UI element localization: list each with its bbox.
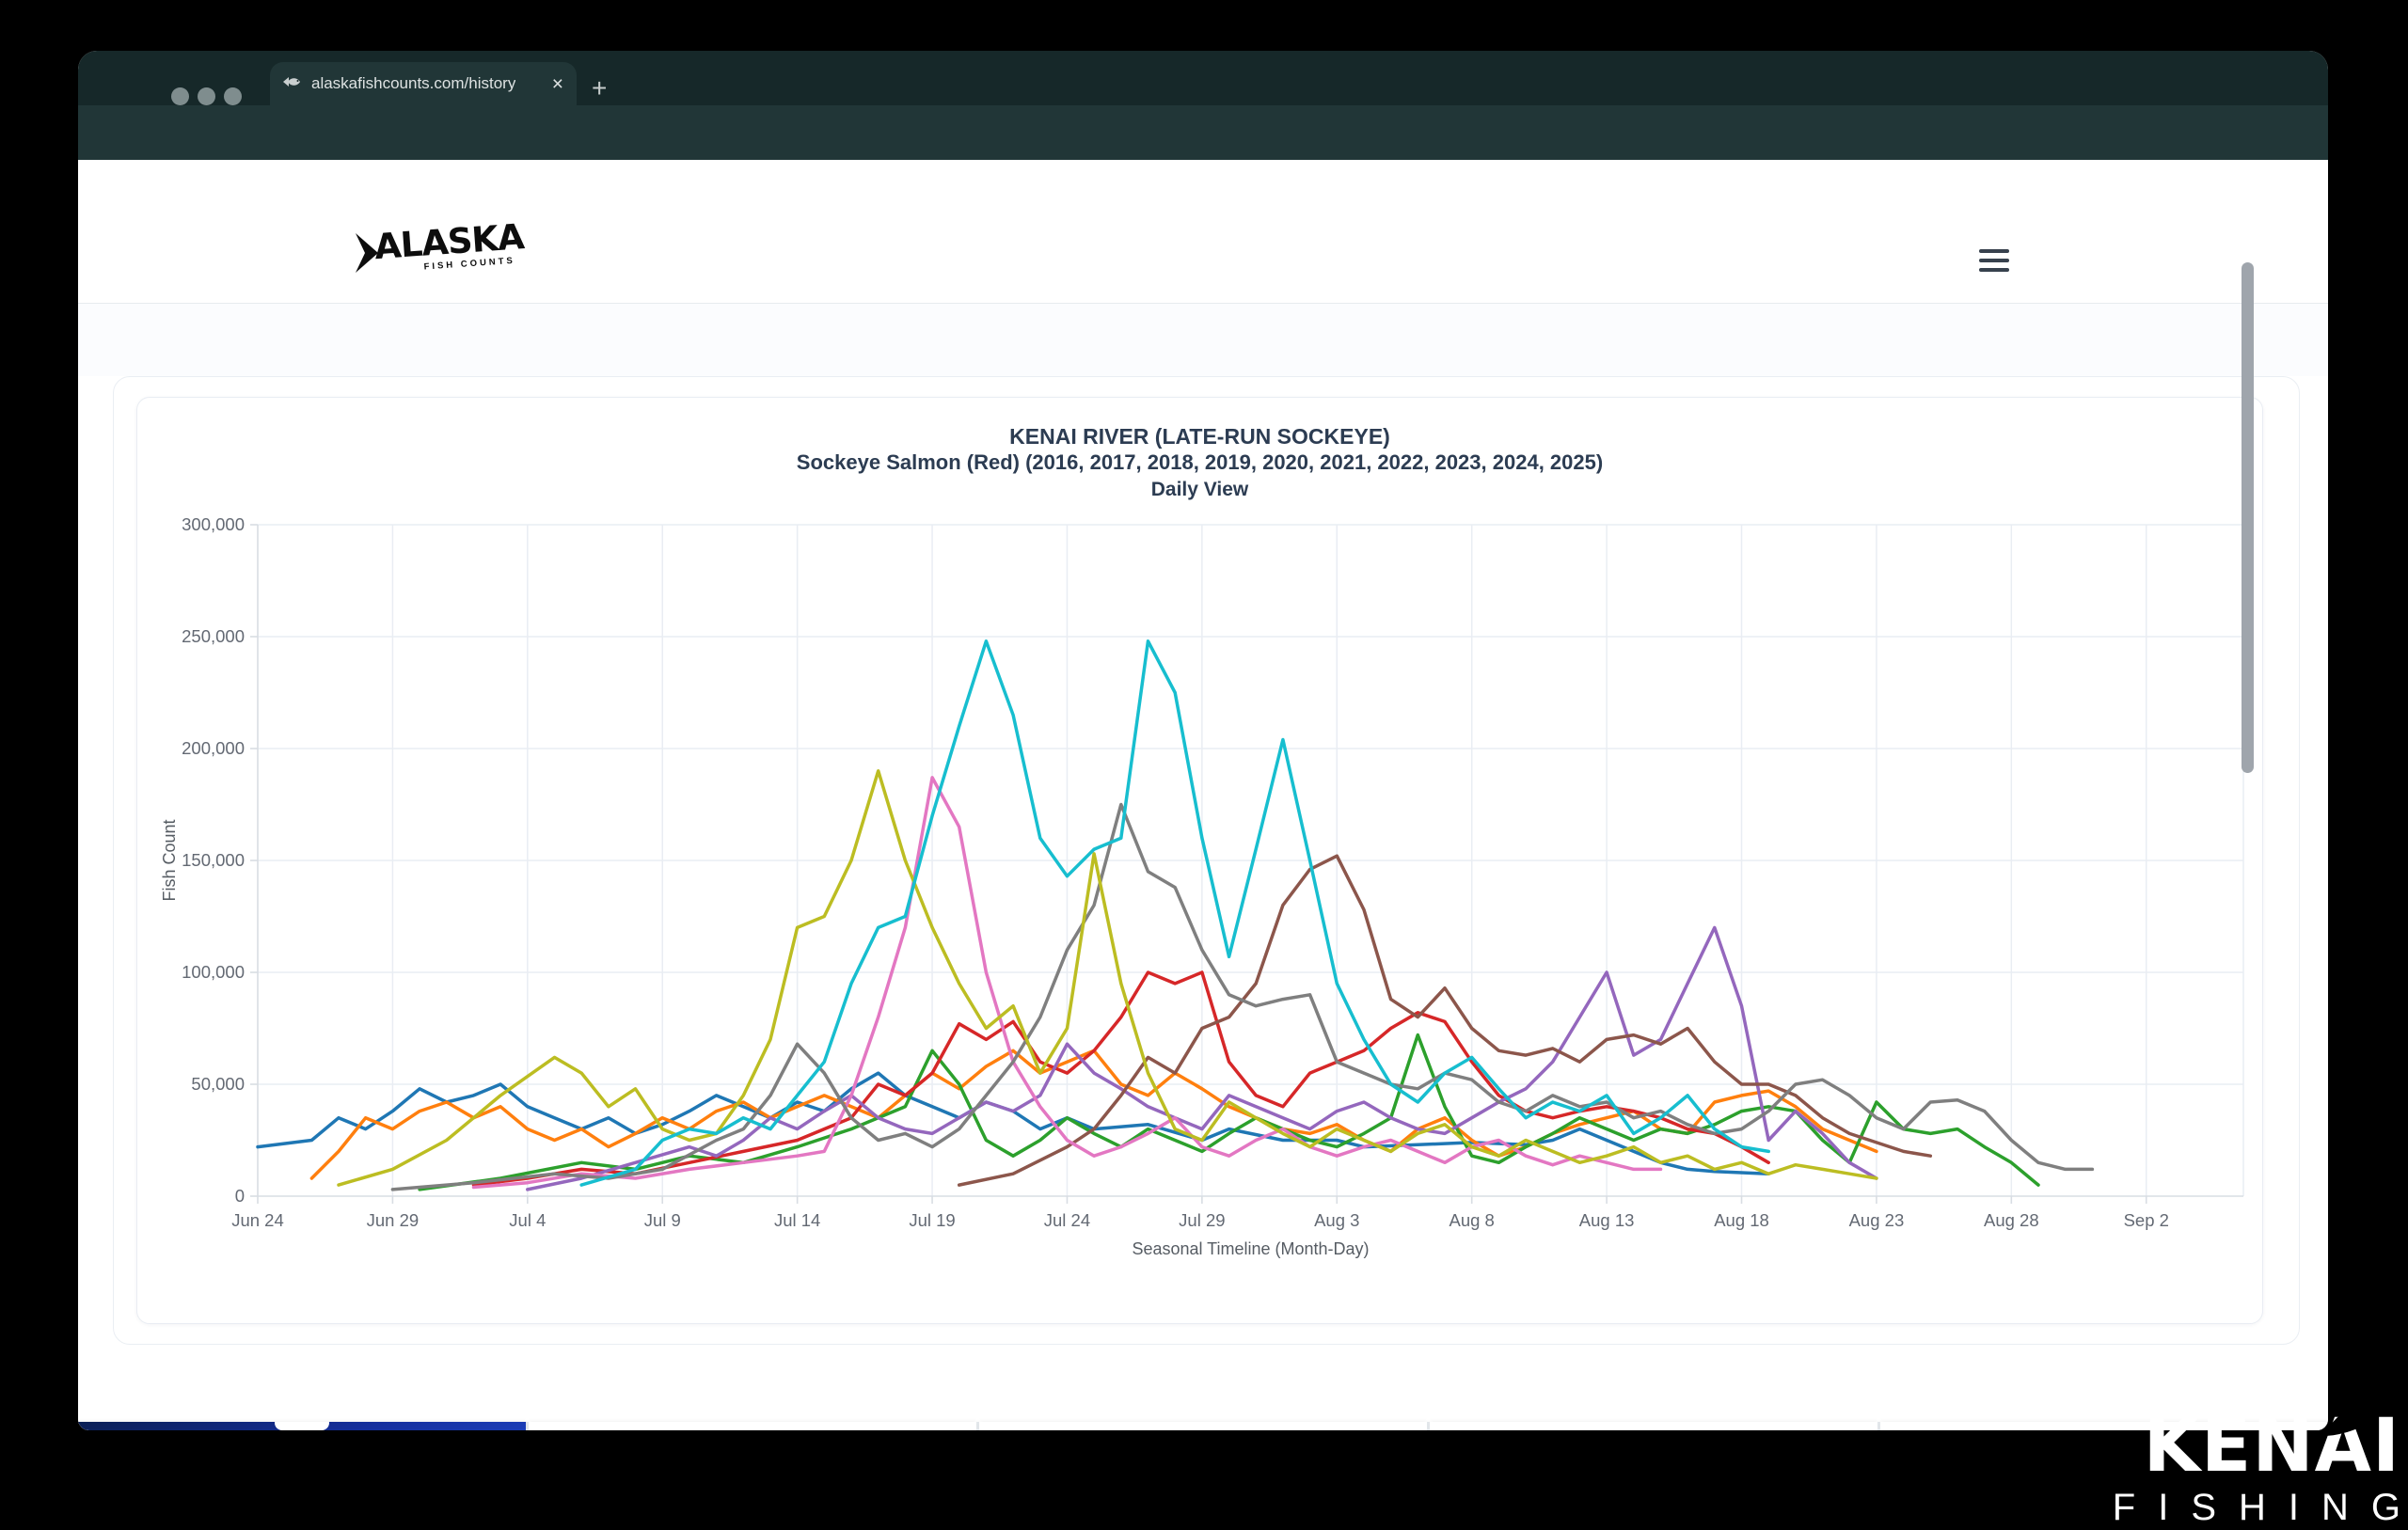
y-tick-label: 0 xyxy=(235,1186,245,1206)
nav-tile-live[interactable]: Live xyxy=(979,1422,1427,1430)
x-tick-label: Jul 4 xyxy=(509,1210,546,1230)
x-tick-label: Jul 24 xyxy=(1044,1210,1090,1230)
series-line-2016 xyxy=(256,1071,1770,1175)
new-tab-icon[interactable]: + xyxy=(592,73,608,103)
x-tick-label: Sep 2 xyxy=(2124,1210,2169,1230)
y-tick-label: 250,000 xyxy=(182,626,245,646)
tab-title: alaskafishcounts.com/history xyxy=(311,74,516,92)
series-line-2024 xyxy=(337,769,1878,1187)
nav-tile-map[interactable]: Map xyxy=(1880,1422,2328,1430)
header-divider xyxy=(78,303,2328,304)
y-tick-label: 300,000 xyxy=(182,514,245,534)
scrollbar-thumb[interactable] xyxy=(2242,262,2254,773)
x-tick-label: Aug 23 xyxy=(1849,1210,1905,1230)
nav-tile-locations[interactable]: Locations xyxy=(1430,1422,1877,1430)
x-tick-label: Aug 3 xyxy=(1314,1210,1359,1230)
watermark-line1: KENAI xyxy=(2113,1400,2400,1483)
y-tick-label: 100,000 xyxy=(182,962,245,982)
favicon-fish-icon xyxy=(283,75,302,93)
y-axis-title: Fish Count xyxy=(160,819,179,901)
browser-tab-strip: alaskafishcounts.com/history × + xyxy=(78,51,2328,105)
x-axis-title: Seasonal Timeline (Month-Day) xyxy=(1132,1239,1369,1258)
web-page: ALASKA FISH COUNTS HOME/HISTORICAL DATA … xyxy=(78,160,2328,1430)
series-line-2025 xyxy=(579,639,1770,1187)
browser-window: alaskafishcounts.com/history × + alaska f… xyxy=(78,51,2328,1430)
x-tick-label: Aug 28 xyxy=(1984,1210,2039,1230)
window-zoom-light[interactable] xyxy=(224,87,242,105)
x-tick-label: Aug 18 xyxy=(1714,1210,1769,1230)
wave-decoration xyxy=(78,1422,526,1430)
kenai-fishing-watermark: KENAI FISHING xyxy=(2113,1400,2400,1526)
site-logo[interactable]: ALASKA FISH COUNTS xyxy=(356,216,525,301)
fish-tail-icon xyxy=(356,233,378,273)
y-tick-label: 200,000 xyxy=(182,738,245,758)
y-tick-label: 150,000 xyxy=(182,850,245,870)
line-chart[interactable]: 0 50,000 100,000 150,000 200,000 250,000 300,0… xyxy=(137,398,2262,1323)
bottom-navigation: HistoryChartsLiveLocationsMap xyxy=(78,1422,2328,1430)
x-tick-label: Jul 9 xyxy=(644,1210,681,1230)
hamburger-menu-icon[interactable] xyxy=(1979,249,2009,272)
browser-tab[interactable]: alaskafishcounts.com/history × xyxy=(270,62,577,105)
x-tick-label: Aug 8 xyxy=(1450,1210,1495,1230)
active-tab-notch xyxy=(275,1422,329,1430)
watermark-line2: FISHING xyxy=(2112,1487,2408,1528)
series-line-2022 xyxy=(471,776,1663,1190)
nav-tile-charts[interactable]: Charts xyxy=(529,1422,976,1430)
x-tick-label: Aug 13 xyxy=(1579,1210,1635,1230)
window-close-light[interactable] xyxy=(171,87,189,105)
window-minimize-light[interactable] xyxy=(198,87,215,105)
x-tick-label: Jul 14 xyxy=(774,1210,820,1230)
x-tick-label: Jul 29 xyxy=(1179,1210,1225,1230)
y-tick-label: 50,000 xyxy=(191,1074,245,1094)
breadcrumb-bar: HOME/HISTORICAL DATA ADF&G DATA xyxy=(78,304,2328,503)
x-tick-label: Jun 29 xyxy=(367,1210,420,1230)
series-line-2021 xyxy=(957,854,1933,1187)
series-line-2020 xyxy=(526,925,1878,1191)
watermark-fish-icon xyxy=(2323,1400,2384,1436)
chart-title: KENAI RIVER (LATE-RUN SOCKEYE) xyxy=(1009,424,1390,449)
x-tick-label: Jun 24 xyxy=(231,1210,284,1230)
chart-view-label: Daily View xyxy=(1150,479,1249,500)
chart-subtitle: Sockeye Salmon (Red) (2016, 2017, 2018, … xyxy=(796,450,1604,474)
browser-toolbar: alaskafishcounts.com/history/ A xyxy=(78,105,2328,208)
tab-close-icon[interactable]: × xyxy=(551,72,563,95)
chart-card: KENAI RIVER (LATE-RUN SOCKEYE) Sockeye S… xyxy=(136,397,2263,1324)
x-tick-label: Jul 19 xyxy=(909,1210,955,1230)
series-line-2023 xyxy=(390,802,2095,1191)
nav-tile-history[interactable]: History xyxy=(78,1422,526,1430)
